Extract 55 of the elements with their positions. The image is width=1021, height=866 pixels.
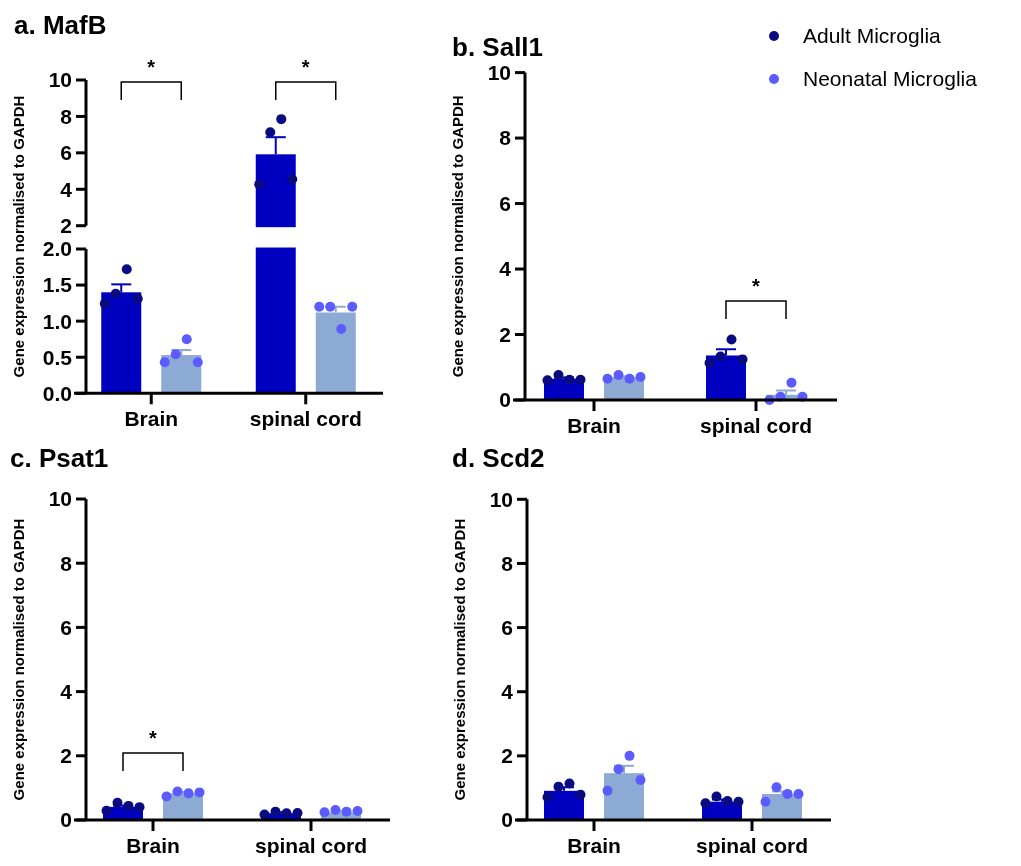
y-tick-label: 8 xyxy=(499,126,512,150)
y-tick-label: 10 xyxy=(48,68,72,92)
y-tick-label: 0 xyxy=(499,388,511,412)
y-tick-label: 10 xyxy=(48,487,72,511)
y-tick-label: 4 xyxy=(499,257,512,281)
legend-label: Neonatal Microglia xyxy=(803,67,978,91)
text: * xyxy=(301,56,310,78)
y-tick-label: 6 xyxy=(60,615,72,639)
y-tick-label: 1.0 xyxy=(42,309,72,333)
y-tick-label: 2.0 xyxy=(42,237,72,261)
y-tick-label: 1.5 xyxy=(42,273,73,297)
y-axis-title: Gene expression normalised to GAPDH xyxy=(10,95,27,378)
chart-title: d. Scd2 xyxy=(452,443,545,473)
y-tick-label: 0 xyxy=(501,808,513,832)
x-tick-label: spinal cord xyxy=(695,834,809,857)
point xyxy=(265,127,276,138)
y-tick-label: 0.0 xyxy=(42,381,72,405)
point xyxy=(254,179,265,190)
y-axis-title: Gene expression normalised to GAPDH xyxy=(449,95,466,378)
y-tick-label: 0.5 xyxy=(42,345,73,369)
annotation: * xyxy=(149,727,158,749)
y-tick-label: 10 xyxy=(489,487,513,511)
y-tick-label: 6 xyxy=(501,615,513,639)
y-tick-label: 8 xyxy=(60,104,73,128)
y-tick-label: 2 xyxy=(501,744,513,768)
chart-title: b. Sall1 xyxy=(452,32,544,62)
y-axis-title: Gene expression normalised to GAPDH xyxy=(10,518,27,801)
x-tick-label: spinal cord xyxy=(249,407,362,431)
x-tick-label: Brain xyxy=(567,414,621,437)
point xyxy=(276,114,287,125)
x-tick-label: Brain xyxy=(567,834,621,857)
y-tick-label: 4 xyxy=(501,680,514,704)
y-tick-label: 6 xyxy=(60,141,72,165)
x-tick-label: spinal cord xyxy=(254,834,368,857)
chart-title: a. MafB xyxy=(14,10,107,40)
y-tick-label: 8 xyxy=(60,551,73,575)
legend-label: Adult Microglia xyxy=(803,24,942,48)
y-tick-label: 4 xyxy=(60,679,73,703)
annotation: * xyxy=(752,275,761,297)
y-tick-label: 2 xyxy=(499,322,511,346)
y-tick-label: 10 xyxy=(487,60,511,84)
y-tick-label: 8 xyxy=(501,551,514,575)
y-tick-label: 6 xyxy=(499,191,511,215)
y-tick-label: 2 xyxy=(60,214,72,238)
x-tick-label: Brain xyxy=(126,834,180,857)
y-tick-label: 4 xyxy=(60,177,73,201)
x-tick-label: Brain xyxy=(124,407,179,431)
y-tick-label: 0 xyxy=(60,808,72,832)
chart-title: c. Psat1 xyxy=(10,443,109,473)
point xyxy=(287,174,298,185)
x-tick-label: spinal cord xyxy=(699,414,813,437)
y-axis-title: Gene expression normalised to GAPDH xyxy=(451,518,468,801)
bar xyxy=(315,312,356,394)
text: * xyxy=(147,56,156,78)
y-tick-label: 2 xyxy=(60,744,72,768)
